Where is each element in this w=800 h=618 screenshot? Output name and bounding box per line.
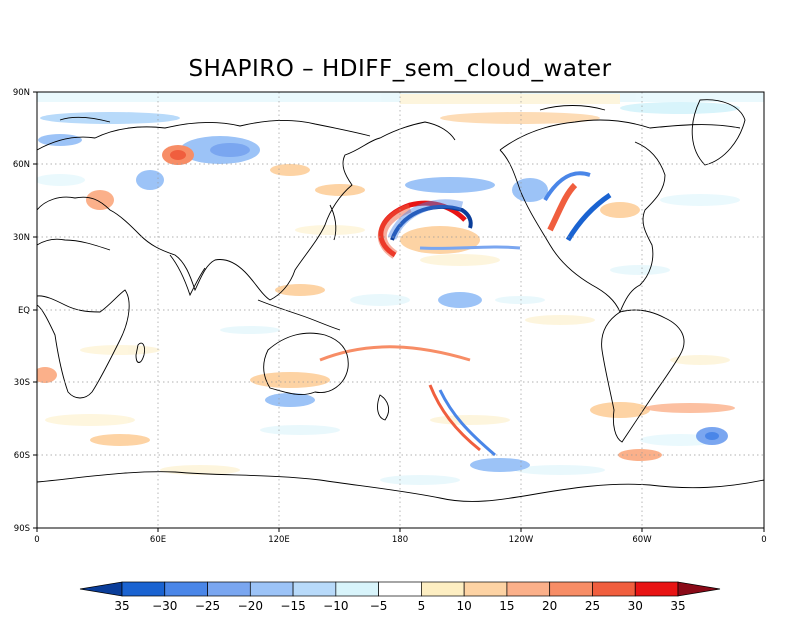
lon-label-180: 180 [392,535,408,545]
band-arctic-blue [40,112,180,124]
colorbar-label: −5 [370,599,388,613]
colorbar-segment [164,581,208,597]
colorbar-arrow-left [79,581,123,597]
colorbar-label: −15 [280,599,305,613]
field-layer [37,92,764,485]
colorbar-segment [249,581,294,597]
colorbar-label: 35 [670,599,685,613]
lat-label-30n: 30N [13,233,30,243]
colorbar-label: −25 [195,599,220,613]
colorbar-label: 25 [585,599,600,613]
band-arctic-orange [440,112,600,124]
gridlines [37,92,764,528]
chart-title: SHAPIRO – HDIFF_sem_cloud_water [188,56,612,82]
lon-label-0-right: 0 [761,535,766,545]
colorbar-arrow-right [677,581,721,597]
colorbar-segment [549,581,593,597]
colorbar-label: 5 [418,599,426,613]
lat-labels: 90N 60N 30N EQ 30S 60S 90S [13,88,30,534]
coastlines [37,99,764,502]
colorbar-segment [207,581,251,597]
colorbar-segment [378,581,422,597]
colorbar-segment [506,581,551,597]
colorbar-label: 30 [628,599,643,613]
colorbar-segment [421,581,465,597]
colorbar-segment [634,581,679,597]
lat-label-90n: 90N [13,88,30,98]
colorbar-segment [292,581,337,597]
colorbar-label: 10 [457,599,472,613]
colorbar-segment [121,581,166,597]
colorbar-label: −20 [238,599,263,613]
arc-negative [390,204,473,241]
lat-label-60s: 60S [14,451,30,461]
lon-label-60e: 60E [150,535,166,545]
lon-label-60w: 60W [632,535,652,545]
tick-marks [33,91,765,532]
colorbar-segment [592,581,636,597]
colorbar-segment [335,581,379,597]
lat-label-90s: 90S [14,524,30,534]
band-namerica-neg [565,192,612,242]
lon-labels: 0 60E 120E 180 120W 60W 0 [34,535,766,545]
lat-label-30s: 30S [14,378,30,388]
lon-label-0-left: 0 [34,535,39,545]
lat-label-eq: EQ [18,306,30,316]
colorbar-label: 20 [542,599,557,613]
colorbar-segment [463,581,508,597]
colorbar-label: 15 [499,599,514,613]
lon-label-120w: 120W [509,535,534,545]
colorbar-label: 35 [114,599,129,613]
colorbar-label: −10 [323,599,348,613]
lat-label-60n: 60N [13,160,30,170]
colorbar: 35 −30 −25 −20 −15 −10 −5 5 10 15 20 25 30 35 [79,581,721,613]
colorbar-label: −30 [152,599,177,613]
lon-label-120e: 120E [268,535,290,545]
